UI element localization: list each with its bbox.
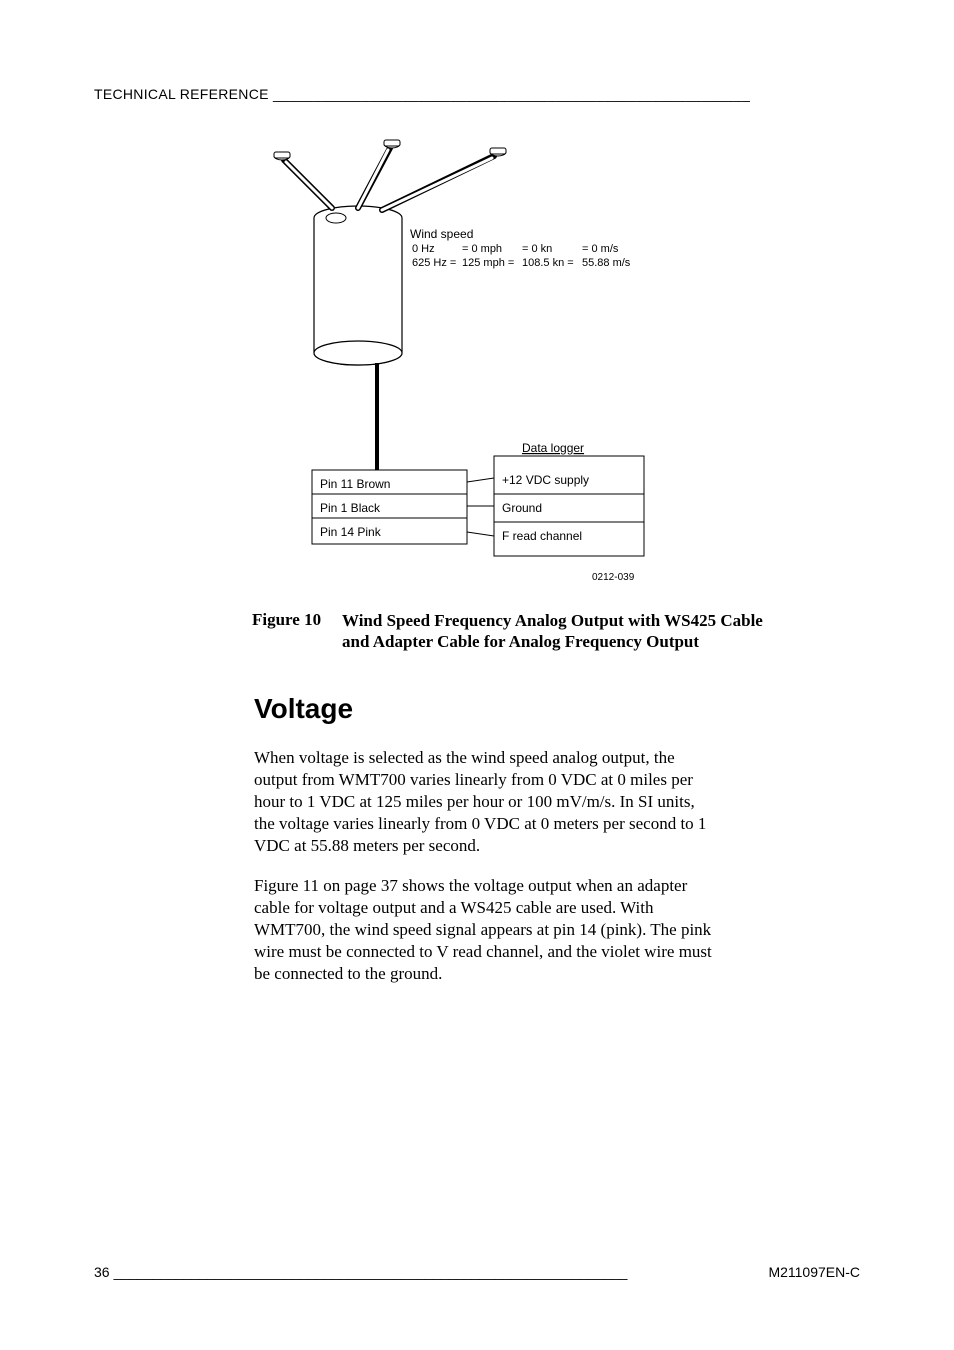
figure-caption: Figure 10 Wind Speed Frequency Analog Ou… [94,610,860,653]
ws-row2-mph: 125 mph = [462,257,514,269]
paragraph-1: When voltage is selected as the wind spe… [254,747,714,857]
wind-speed-heading: Wind speed [410,227,473,241]
ws-row2-kn: 108.5 kn = [522,257,574,269]
data-logger-title: Data logger [522,441,584,455]
section-heading: Voltage [94,693,860,725]
wiring-diagram: Pin 11 Brown Pin 1 Black Pin 14 Pink Dat… [262,138,692,588]
body-text: When voltage is selected as the wind spe… [94,747,714,986]
ws-row2-ms: 55.88 m/s [582,257,631,269]
pin1-label: Pin 1 Black [320,501,381,515]
logger-supply: +12 VDC supply [502,473,589,487]
page: TECHNICAL REFERENCE ____________________… [0,0,954,1350]
ws-row1-hz: 0 Hz [412,243,435,255]
ws-row2-hz: 625 Hz = [412,257,456,269]
diagram-number: 0212-039 [592,572,635,583]
ws-row1-kn: = 0 kn [522,243,552,255]
footer-doc-id: M211097EN-C [768,1264,860,1280]
page-header: TECHNICAL REFERENCE ____________________… [94,86,860,102]
footer-line: ________________________________________… [110,1264,769,1280]
page-footer: 36 _____________________________________… [94,1264,860,1280]
footer-page-number: 36 [94,1264,110,1280]
ws-row1-mph: = 0 mph [462,243,502,255]
logger-ground: Ground [502,501,542,515]
pin14-label: Pin 14 Pink [320,525,382,539]
caption-label: Figure 10 [252,610,342,653]
paragraph-2: Figure 11 on page 37 shows the voltage o… [254,875,714,985]
pin11-label: Pin 11 Brown [320,477,390,491]
figure-container: Pin 11 Brown Pin 1 Black Pin 14 Pink Dat… [94,138,860,588]
ws-row1-ms: = 0 m/s [582,243,619,255]
header-text: TECHNICAL REFERENCE ____________________… [94,86,750,102]
caption-text: Wind Speed Frequency Analog Output with … [342,610,772,653]
logger-channel: F read channel [502,529,582,543]
